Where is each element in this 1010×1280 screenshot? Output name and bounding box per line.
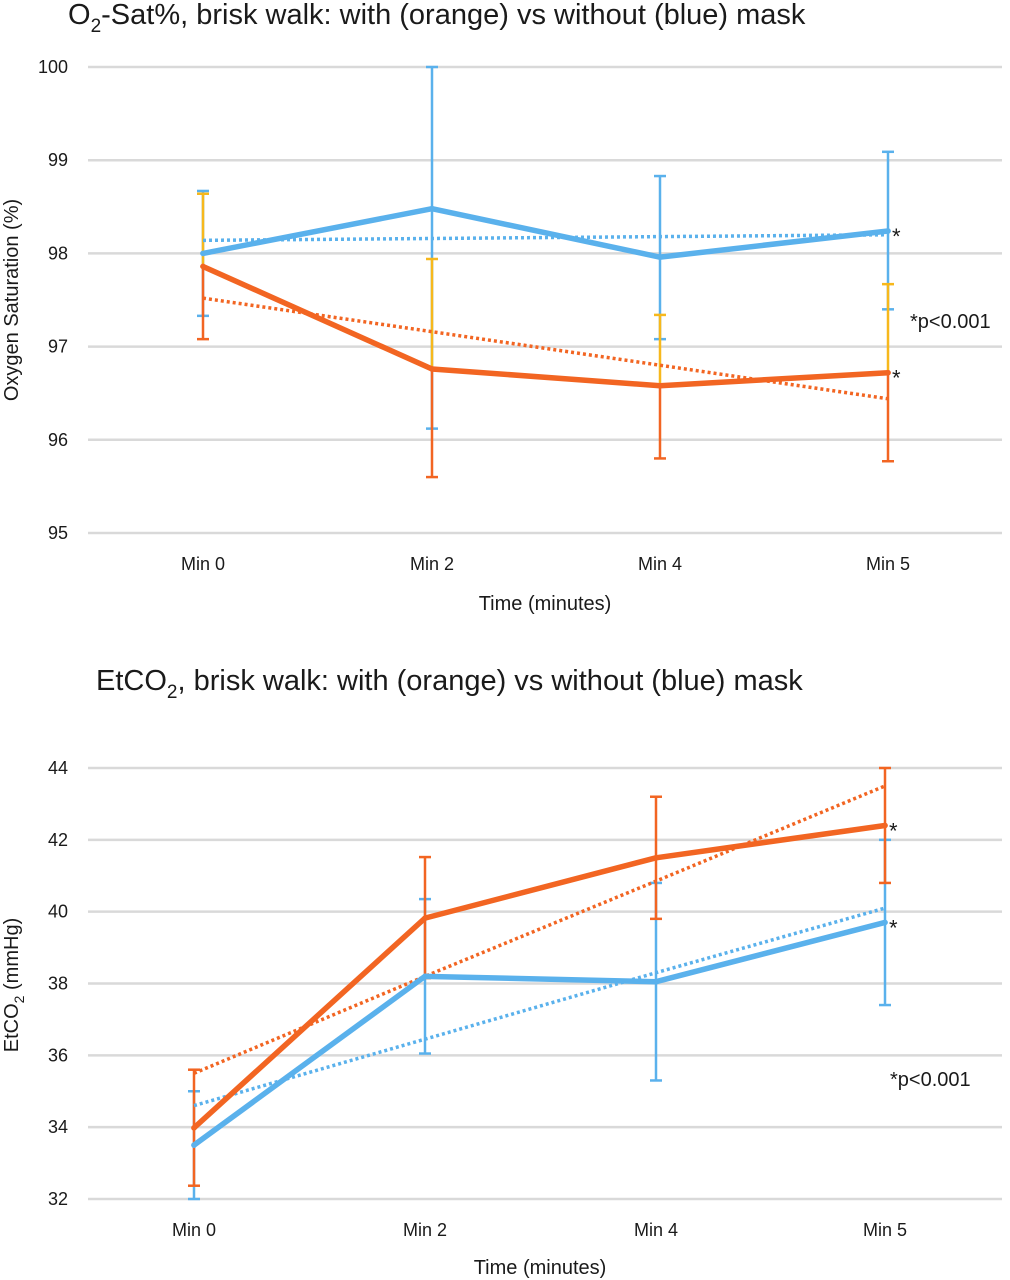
etco2-x-tick-label: Min 0	[172, 1220, 216, 1240]
o2-x-tick-label: Min 0	[181, 554, 225, 574]
etco2-significance-note: *p<0.001	[890, 1069, 971, 1091]
o2-without-significance-marker: *	[892, 224, 901, 249]
o2-x-axis-label: Time (minutes)	[479, 593, 612, 615]
etco2-x-axis-label: Time (minutes)	[474, 1257, 607, 1279]
etco2-y-tick-label: 36	[48, 1045, 68, 1065]
o2-x-ticks: Min 0 Min 2 Min 4 Min 5	[181, 554, 910, 574]
o2-x-tick-label: Min 4	[638, 554, 682, 574]
o2-without-point	[885, 228, 891, 234]
etco2-y-ticks: 32 34 36 38 40 42 44	[48, 758, 68, 1209]
etco2-x-tick-label: Min 5	[863, 1220, 907, 1240]
etco2-with-point	[653, 854, 659, 861]
o2-y-axis-label: Oxygen Saturation (%)	[1, 199, 23, 401]
etco2-without-point	[191, 1142, 197, 1148]
etco2-without-point	[422, 973, 428, 980]
etco2-gridlines	[88, 766, 1002, 1201]
etco2-with-point	[191, 1125, 197, 1131]
o2-with-point	[429, 366, 435, 372]
o2-without-point	[200, 250, 206, 257]
etco2-without-point	[653, 978, 659, 985]
etco2-y-tick-label: 42	[48, 830, 68, 850]
o2-x-tick-label: Min 5	[866, 554, 910, 574]
etco2-without-line	[191, 919, 888, 1148]
o2-sat-chart: O2-Sat%, brisk walk: with (orange) vs wi…	[1, 0, 1002, 615]
o2-y-tick-label: 97	[48, 337, 68, 357]
o2-y-tick-label: 99	[48, 150, 68, 170]
etco2-with-significance-marker: *	[889, 818, 898, 843]
o2-gridlines	[88, 65, 1002, 535]
o2-without-point	[657, 254, 663, 260]
o2-series: **	[197, 65, 901, 479]
o2-with-line	[200, 263, 891, 389]
etco2-x-ticks: Min 0 Min 2 Min 4 Min 5	[172, 1220, 907, 1240]
etco2-without-trendline	[193, 906, 886, 1108]
etco2-x-tick-label: Min 4	[634, 1220, 678, 1240]
o2-significance-note: *p<0.001	[910, 311, 991, 333]
o2-y-tick-label: 96	[48, 430, 68, 450]
etco2-y-tick-label: 38	[48, 974, 68, 994]
o2-y-tick-label: 98	[48, 243, 68, 263]
o2-y-tick-label: 95	[48, 523, 68, 543]
etco2-with-trendline	[193, 784, 886, 1075]
etco2-chart-title: EtCO2, brisk walk: with (orange) vs with…	[96, 665, 803, 703]
etco2-series: **	[188, 766, 898, 1201]
etco2-with-point	[422, 915, 428, 921]
etco2-with-line	[191, 822, 888, 1131]
etco2-x-tick-label: Min 2	[403, 1220, 447, 1240]
o2-chart-title: O2-Sat%, brisk walk: with (orange) vs wi…	[68, 0, 806, 37]
o2-y-ticks: 95 96 97 98 99 100	[38, 57, 68, 543]
o2-with-significance-marker: *	[892, 366, 901, 391]
etco2-y-axis-label: EtCO2 (mmHg)	[1, 918, 27, 1052]
o2-without-line	[200, 205, 891, 260]
etco2-y-tick-label: 32	[48, 1189, 68, 1209]
o2-without-point	[429, 205, 435, 212]
o2-with-point	[657, 382, 663, 389]
o2-with-point	[885, 369, 891, 376]
etco2-without-significance-marker: *	[889, 915, 898, 940]
o2-without-trendline	[202, 233, 889, 243]
etco2-y-tick-label: 34	[48, 1117, 68, 1137]
o2-y-tick-label: 100	[38, 57, 68, 77]
etco2-with-point	[882, 822, 888, 829]
etco2-without-point	[882, 919, 888, 926]
o2-x-tick-label: Min 2	[410, 554, 454, 574]
etco2-y-tick-label: 40	[48, 902, 68, 922]
o2-with-point	[200, 263, 206, 270]
etco2-chart: EtCO2, brisk walk: with (orange) vs with…	[1, 665, 1002, 1279]
etco2-y-tick-label: 44	[48, 758, 68, 778]
